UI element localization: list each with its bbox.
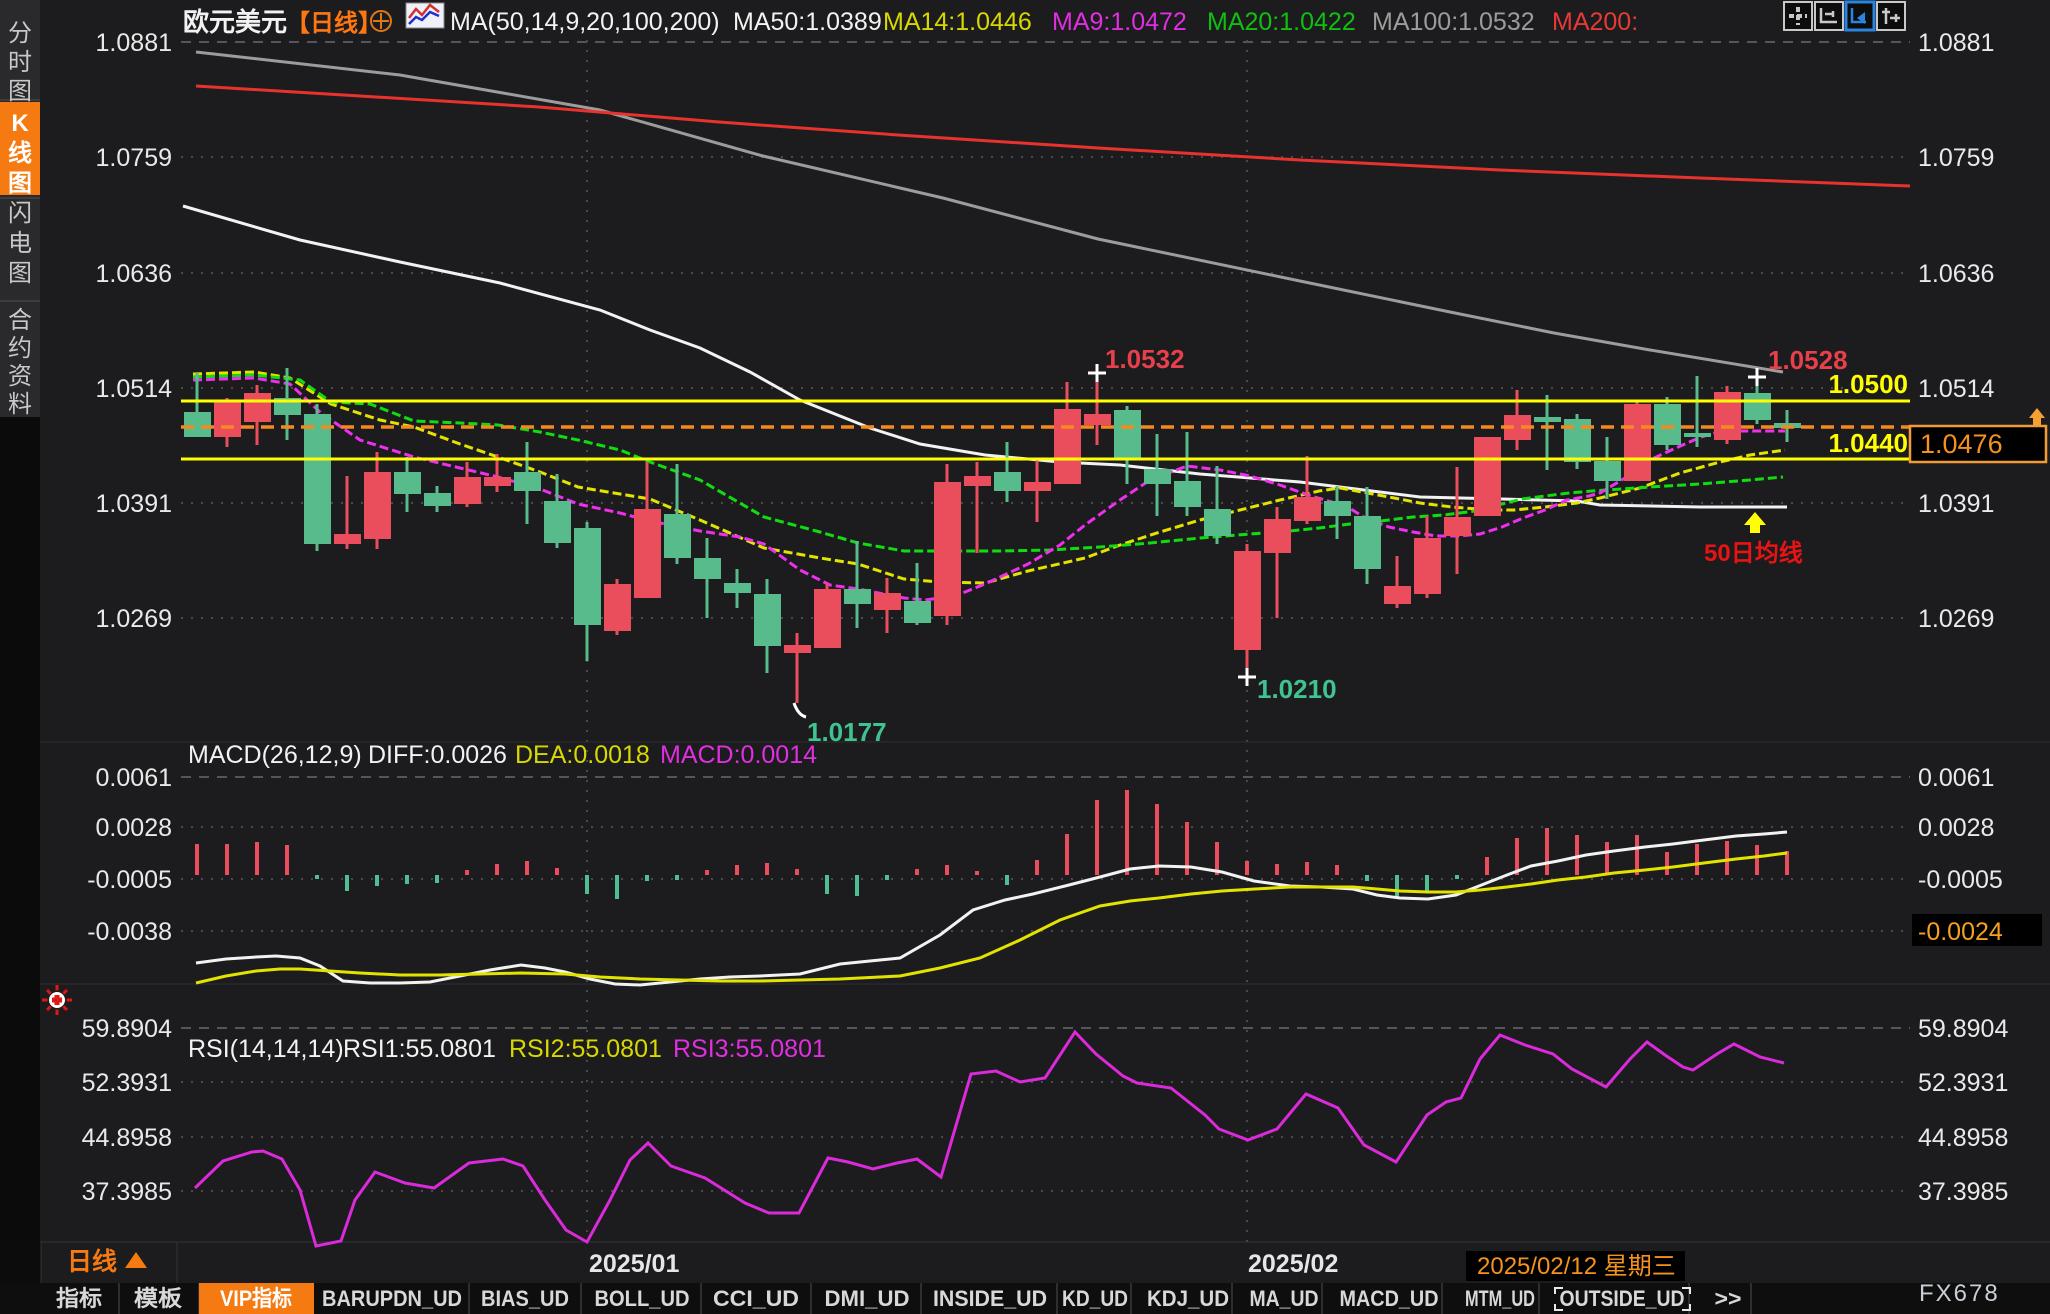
svg-text:图: 图: [8, 260, 32, 287]
svg-text:0.0028: 0.0028: [96, 814, 172, 842]
svg-text:RSI3:55.0801: RSI3:55.0801: [673, 1035, 826, 1063]
svg-text:FX678: FX678: [1919, 1280, 2000, 1307]
svg-text:-0.0038: -0.0038: [87, 918, 172, 946]
svg-text:KD_UD: KD_UD: [1062, 1286, 1128, 1311]
svg-text:约: 约: [8, 335, 32, 362]
svg-text:资: 资: [8, 363, 32, 390]
svg-text:合: 合: [8, 307, 32, 334]
svg-text:MA200:: MA200:: [1552, 8, 1638, 36]
svg-text:59.8904: 59.8904: [82, 1015, 172, 1043]
svg-text:52.3931: 52.3931: [1918, 1069, 2008, 1097]
svg-text:2025/02: 2025/02: [1248, 1250, 1338, 1278]
svg-text:1.0759: 1.0759: [96, 144, 172, 172]
svg-text:线: 线: [8, 140, 32, 167]
svg-text:DMI_UD: DMI_UD: [825, 1286, 910, 1311]
svg-text:图: 图: [8, 78, 32, 105]
svg-text:1.0514: 1.0514: [96, 375, 173, 403]
svg-text:DEA:0.0018: DEA:0.0018: [515, 741, 650, 769]
svg-text:INSIDE_UD: INSIDE_UD: [933, 1286, 1047, 1311]
svg-text:MA_UD: MA_UD: [1250, 1286, 1319, 1311]
svg-text:欧元美元: 欧元美元: [183, 7, 287, 37]
svg-text:MA50:1.0389: MA50:1.0389: [733, 8, 882, 36]
svg-text:0.0061: 0.0061: [96, 764, 172, 792]
svg-text:RSI2:55.0801: RSI2:55.0801: [509, 1035, 662, 1063]
svg-text:59.8904: 59.8904: [1918, 1015, 2008, 1043]
svg-text:MA20:1.0422: MA20:1.0422: [1207, 8, 1356, 36]
svg-text:1.0528: 1.0528: [1768, 345, 1848, 375]
svg-text:-0.0005: -0.0005: [87, 866, 172, 894]
svg-text:分: 分: [8, 20, 32, 47]
svg-text:1.0881: 1.0881: [96, 29, 172, 57]
svg-text:44.8958: 44.8958: [1918, 1124, 2008, 1152]
svg-text:料: 料: [8, 391, 32, 418]
svg-text:37.3985: 37.3985: [1918, 1178, 2008, 1206]
svg-text:MA14:1.0446: MA14:1.0446: [883, 8, 1032, 36]
svg-text:2025/01: 2025/01: [589, 1250, 679, 1278]
svg-text:VIP指标: VIP指标: [220, 1286, 292, 1311]
svg-text:RSI(14,14,14): RSI(14,14,14): [188, 1035, 344, 1063]
svg-text:0.0061: 0.0061: [1918, 764, 1994, 792]
svg-text:1.0391: 1.0391: [1918, 490, 1994, 518]
svg-text:日线: 日线: [67, 1247, 117, 1276]
svg-text:时: 时: [8, 49, 32, 76]
svg-text:RSI1:55.0801: RSI1:55.0801: [343, 1035, 496, 1063]
svg-text:0.0028: 0.0028: [1918, 814, 1994, 842]
svg-text:模板: 模板: [134, 1286, 183, 1311]
svg-text:MACD(26,12,9): MACD(26,12,9): [188, 741, 362, 769]
svg-text:【日线】: 【日线】: [286, 10, 382, 37]
svg-text:MACD:0.0014: MACD:0.0014: [660, 741, 817, 769]
svg-text:指标: 指标: [56, 1286, 102, 1311]
svg-text:K: K: [11, 110, 29, 137]
svg-text:BOLL_UD: BOLL_UD: [595, 1286, 690, 1311]
svg-text:1.0636: 1.0636: [1918, 260, 1994, 288]
svg-text:1.0532: 1.0532: [1105, 344, 1185, 374]
svg-text:-0.0005: -0.0005: [1918, 866, 2003, 894]
svg-text:50日均线: 50日均线: [1704, 539, 1803, 567]
svg-text:1.0476: 1.0476: [1920, 429, 2003, 459]
svg-text:1.0269: 1.0269: [1918, 605, 1994, 633]
svg-text:DIFF:0.0026: DIFF:0.0026: [368, 741, 507, 769]
svg-text:1.0210: 1.0210: [1257, 674, 1337, 704]
svg-text:闪: 闪: [8, 200, 32, 227]
svg-text:BIAS_UD: BIAS_UD: [481, 1286, 569, 1311]
svg-text:CCI_UD: CCI_UD: [713, 1286, 799, 1311]
svg-text:电: 电: [8, 230, 32, 257]
svg-text:1.0500: 1.0500: [1828, 369, 1908, 399]
svg-text:KDJ_UD: KDJ_UD: [1147, 1286, 1229, 1311]
svg-text:1.0440: 1.0440: [1828, 428, 1908, 458]
svg-text:1.0759: 1.0759: [1918, 144, 1994, 172]
svg-text:BARUPDN_UD: BARUPDN_UD: [322, 1286, 462, 1311]
svg-text:1.0636: 1.0636: [96, 260, 172, 288]
svg-text:1.0391: 1.0391: [96, 490, 172, 518]
svg-text:44.8958: 44.8958: [82, 1124, 172, 1152]
svg-text:>>: >>: [1715, 1286, 1742, 1311]
svg-text:1.0177: 1.0177: [807, 717, 887, 747]
svg-text:1.0269: 1.0269: [96, 605, 172, 633]
svg-text:52.3931: 52.3931: [82, 1069, 172, 1097]
svg-text:1.0514: 1.0514: [1918, 375, 1995, 403]
svg-text:MTM_UD: MTM_UD: [1465, 1286, 1535, 1311]
svg-text:MA(50,14,9,20,100,200): MA(50,14,9,20,100,200): [450, 8, 720, 36]
svg-text:图: 图: [8, 170, 32, 197]
svg-text:2025/02/12 星期三: 2025/02/12 星期三: [1477, 1253, 1676, 1280]
svg-text:MACD_UD: MACD_UD: [1340, 1286, 1439, 1311]
svg-text:-0.0024: -0.0024: [1918, 918, 2003, 946]
svg-text:MA100:1.0532: MA100:1.0532: [1372, 8, 1535, 36]
svg-text:MA9:1.0472: MA9:1.0472: [1052, 8, 1187, 36]
svg-text:37.3985: 37.3985: [82, 1178, 172, 1206]
svg-text:1.0881: 1.0881: [1918, 29, 1994, 57]
svg-text:OUTSIDE_UD: OUTSIDE_UD: [1560, 1286, 1685, 1311]
